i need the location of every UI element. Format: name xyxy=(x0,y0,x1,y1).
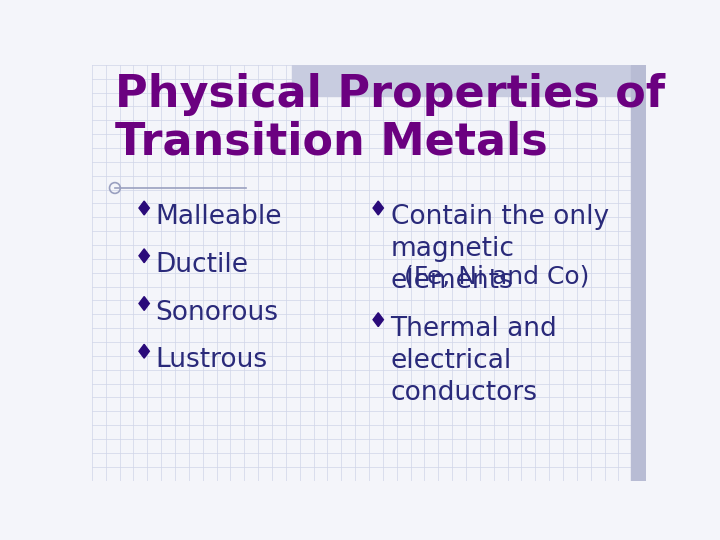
Polygon shape xyxy=(373,201,384,215)
Text: Sonorous: Sonorous xyxy=(155,300,278,326)
Text: Ductile: Ductile xyxy=(155,252,248,278)
Text: Thermal and
electrical
conductors: Thermal and electrical conductors xyxy=(390,316,557,406)
Polygon shape xyxy=(139,345,149,358)
Text: Malleable: Malleable xyxy=(155,204,282,230)
Text: (Fe, Ni and Co): (Fe, Ni and Co) xyxy=(404,264,589,288)
Polygon shape xyxy=(373,313,384,327)
Text: Physical Properties of
Transition Metals: Physical Properties of Transition Metals xyxy=(115,72,665,164)
Polygon shape xyxy=(139,296,149,310)
Text: Lustrous: Lustrous xyxy=(155,347,267,373)
Bar xyxy=(631,65,647,481)
Polygon shape xyxy=(139,249,149,262)
Polygon shape xyxy=(139,201,149,215)
Text: Contain the only
magnetic
elements: Contain the only magnetic elements xyxy=(390,204,608,294)
Bar xyxy=(292,65,647,96)
